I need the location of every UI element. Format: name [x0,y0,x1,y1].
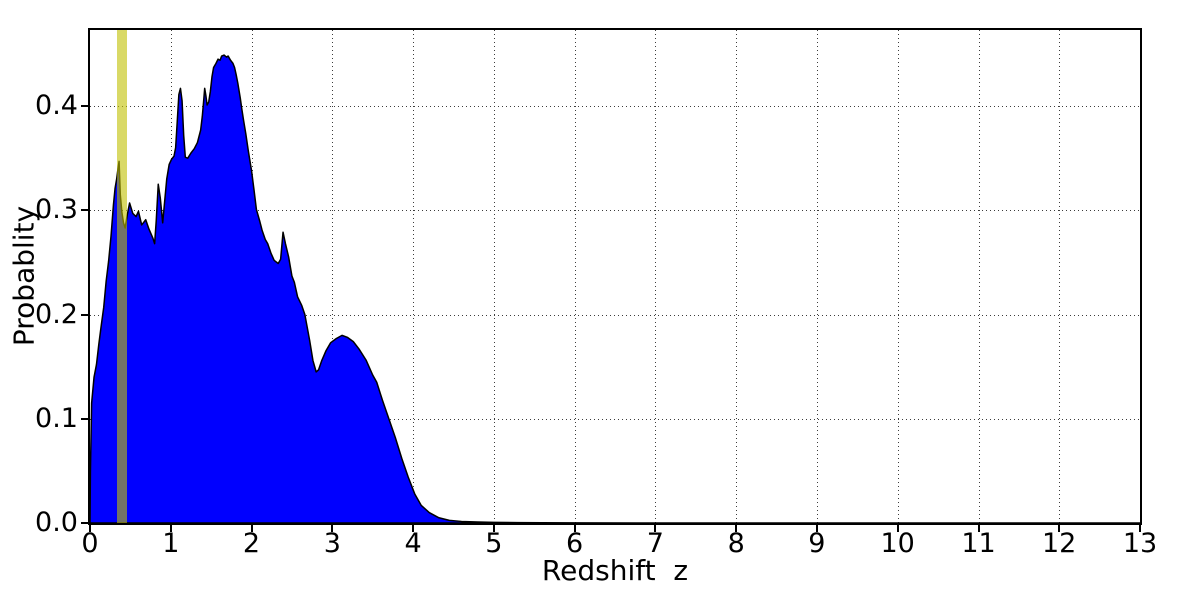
x-tick-label-2: 2 [242,528,261,559]
plot-area [90,30,1140,523]
x-tick-label-6: 6 [566,528,584,559]
x-gridline-8 [736,30,738,523]
x-tick-12 [1058,525,1061,532]
y-tick-0.4 [81,105,88,108]
x-gridline-4 [413,30,415,523]
x-tick-11 [977,525,980,532]
redshift-highlight-band [117,30,127,523]
x-gridline-3 [332,30,334,523]
x-tick-13 [1139,525,1141,532]
x-tick-8 [735,525,738,532]
y-tick-label-0: 0.0 [35,507,78,539]
x-gridline-9 [816,30,818,523]
x-tick-label-4: 4 [404,528,422,559]
x-tick-label-12: 12 [1042,528,1077,559]
x-tick-6 [573,525,576,532]
y-tick-label-0.3: 0.3 [35,194,78,226]
y-tick-0 [81,522,88,524]
x-tick-label-5: 5 [485,528,503,559]
y-tick-label-0.4: 0.4 [35,90,78,122]
x-tick-1 [169,525,172,532]
x-tick-label-3: 3 [323,528,341,559]
y-gridline-0.3 [90,210,1140,212]
x-tick-label-13: 13 [1122,528,1158,559]
y-tick-0.3 [81,209,88,212]
axes-frame [88,28,1142,525]
x-gridline-12 [1059,30,1061,523]
x-tick-3 [331,525,334,532]
x-gridline-6 [574,30,576,523]
y-tick-0.2 [81,313,88,316]
x-tick-label-0: 0 [81,528,99,559]
x-gridline-10 [897,30,899,523]
x-gridline-7 [655,30,657,523]
y-tick-label-0.1: 0.1 [35,402,78,434]
y-tick-0.1 [81,417,88,420]
x-tick-10 [896,525,899,532]
y-gridline-0.2 [90,314,1140,316]
x-tick-label-7: 7 [646,528,664,559]
pdf-curve-path [90,55,1140,523]
x-tick-label-9: 9 [808,528,826,559]
x-tick-label-1: 1 [162,528,180,559]
x-gridline-11 [978,30,980,523]
x-tick-5 [492,525,495,532]
x-tick-9 [815,525,818,532]
x-tick-2 [250,525,253,532]
grid [90,30,1140,523]
x-axis-label: Redshift z [541,554,689,587]
x-gridline-5 [493,30,495,523]
y-gridline-0.1 [90,418,1140,420]
x-tick-label-10: 10 [880,528,915,559]
x-tick-label-8: 8 [727,528,745,559]
y-gridline-0.4 [90,106,1140,108]
x-tick-label-11: 11 [961,528,996,559]
pdf-curve [90,30,1140,523]
x-tick-4 [412,525,415,532]
x-tick-0 [89,525,91,532]
y-tick-label-0.2: 0.2 [35,298,78,330]
x-tick-7 [654,525,657,532]
